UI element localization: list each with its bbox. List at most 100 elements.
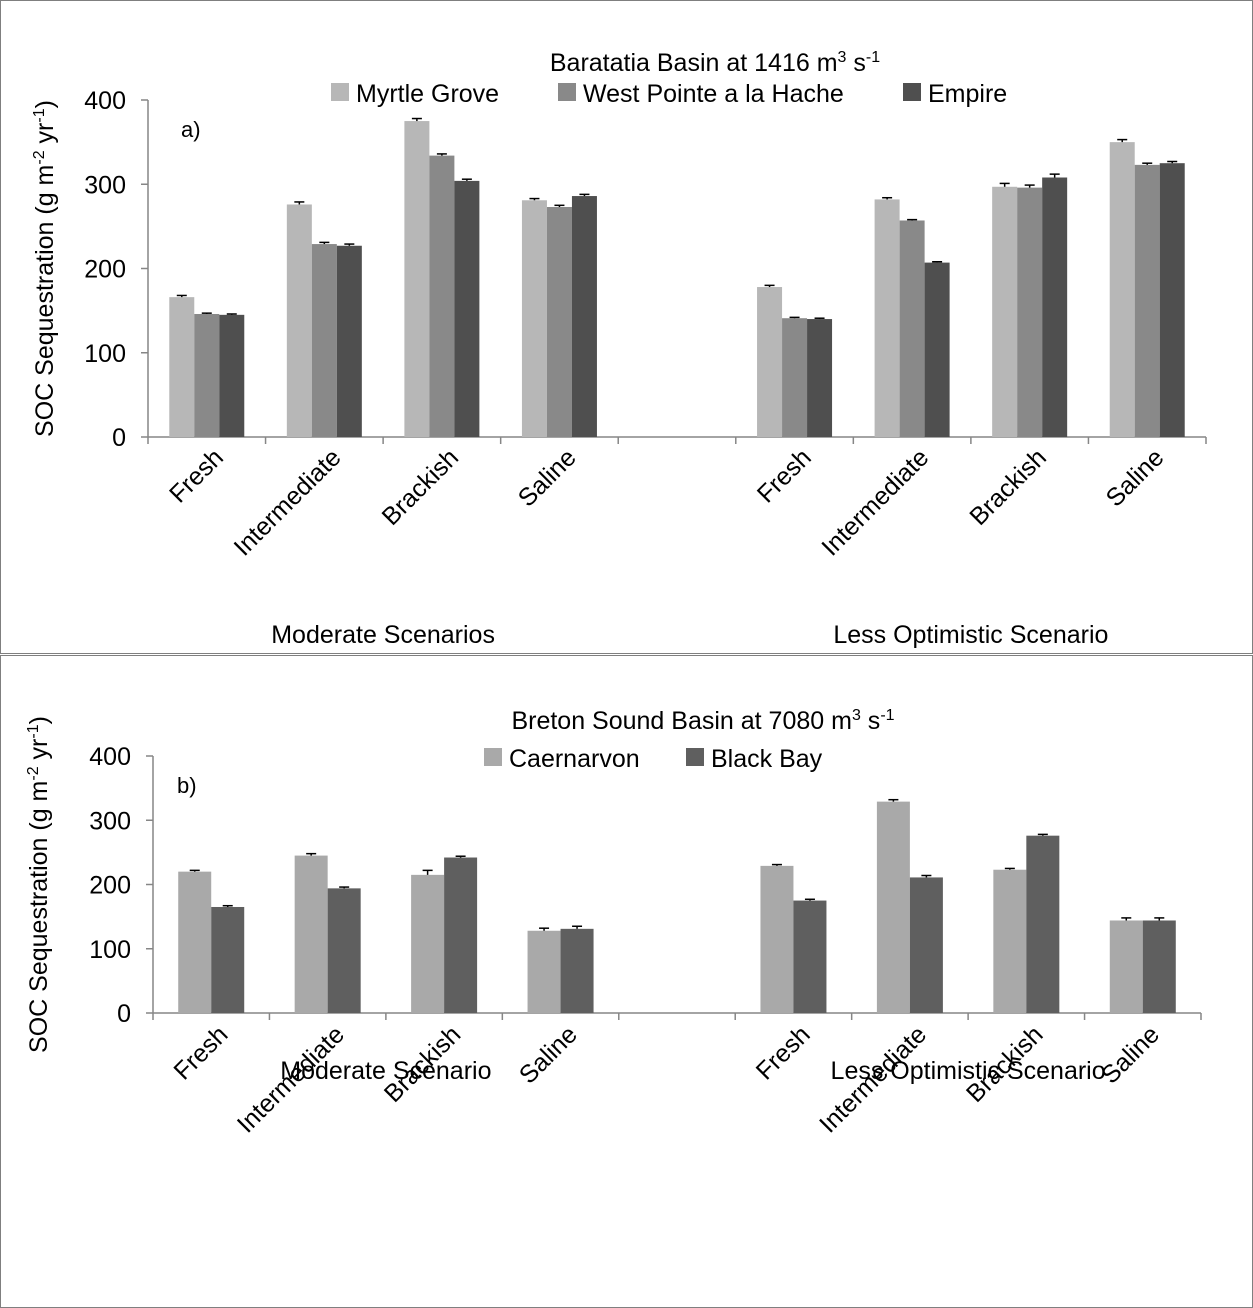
bar bbox=[807, 319, 833, 437]
x-category-label: Saline bbox=[513, 443, 582, 512]
x-category-label: Saline bbox=[1096, 1020, 1165, 1089]
chart-title-unit: s bbox=[861, 707, 880, 735]
panel-label: b) bbox=[177, 773, 197, 798]
x-group-label: Moderate Scenarios bbox=[271, 621, 495, 649]
y-tick-label: 300 bbox=[89, 807, 131, 835]
y-tick-label: 100 bbox=[89, 936, 131, 964]
bar bbox=[782, 318, 808, 437]
bar bbox=[454, 180, 480, 437]
bar bbox=[757, 287, 783, 437]
y-axis-label: SOC Sequestration (g m-2 yr-1) bbox=[31, 100, 59, 437]
y-axis-label-superscript: -2 bbox=[25, 766, 42, 780]
bar bbox=[1142, 920, 1176, 1013]
bar bbox=[924, 262, 950, 437]
y-axis-label-superscript: -1 bbox=[31, 108, 48, 122]
bar bbox=[993, 869, 1027, 1013]
y-axis-label-text: yr bbox=[25, 739, 53, 767]
bar bbox=[194, 313, 220, 437]
bar bbox=[546, 206, 572, 437]
y-axis-label-text: SOC Sequestration (g m bbox=[31, 165, 59, 437]
bar bbox=[219, 314, 245, 437]
bar bbox=[909, 877, 943, 1013]
bar bbox=[211, 906, 245, 1013]
y-axis-label-superscript: -1 bbox=[25, 724, 42, 738]
bar bbox=[1159, 163, 1185, 437]
legend-label: Black Bay bbox=[711, 745, 823, 773]
chart-title-superscript: 3 bbox=[852, 707, 861, 724]
x-group-label: Less Optimistic Scenario bbox=[833, 621, 1108, 649]
chart-panel-b: Breton Sound Basin at 7080 m3 s-1 Caernar… bbox=[0, 655, 1253, 1308]
y-tick-label: 300 bbox=[84, 171, 126, 199]
bar bbox=[327, 888, 361, 1013]
bar bbox=[311, 244, 337, 437]
legend-swatch bbox=[903, 83, 921, 101]
chart-title-superscript-2: -1 bbox=[880, 707, 894, 724]
y-axis-label-text: SOC Sequestration (g m bbox=[25, 781, 53, 1053]
bar bbox=[560, 928, 594, 1013]
chart-title-text: Breton Sound Basin at 7080 m bbox=[511, 707, 852, 735]
bar bbox=[876, 801, 910, 1013]
chart-title-unit: s bbox=[846, 49, 865, 77]
x-category-label: Saline bbox=[514, 1020, 583, 1089]
legend-swatch bbox=[558, 83, 576, 101]
panel-label: a) bbox=[181, 117, 201, 142]
legend-swatch bbox=[484, 748, 502, 766]
bar bbox=[444, 857, 478, 1013]
bar bbox=[571, 196, 597, 437]
x-category-label: Brackish bbox=[964, 443, 1052, 531]
y-axis-label-text: ) bbox=[25, 716, 53, 724]
y-tick-label: 100 bbox=[84, 340, 126, 368]
x-category-label: Fresh bbox=[752, 443, 817, 508]
bar bbox=[992, 186, 1018, 437]
bar bbox=[1017, 187, 1043, 437]
x-category-label: Fresh bbox=[751, 1020, 816, 1085]
chart-title: Breton Sound Basin at 7080 m3 s-1 bbox=[511, 707, 894, 735]
y-tick-label: 200 bbox=[84, 256, 126, 284]
bar bbox=[178, 871, 212, 1013]
bar bbox=[521, 200, 547, 437]
bar bbox=[899, 220, 925, 437]
y-tick-label: 0 bbox=[117, 1000, 131, 1028]
y-tick-label: 200 bbox=[89, 872, 131, 900]
y-tick-label: 400 bbox=[84, 87, 126, 115]
bar bbox=[411, 874, 445, 1013]
bar bbox=[793, 900, 827, 1013]
y-axis-label: SOC Sequestration (g m-2 yr-1) bbox=[25, 716, 53, 1053]
bar bbox=[169, 297, 195, 437]
chart-title-superscript: 3 bbox=[838, 49, 847, 66]
y-tick-label: 0 bbox=[112, 424, 126, 452]
y-axis-label-text: yr bbox=[31, 123, 59, 151]
bar bbox=[1042, 177, 1068, 437]
legend-label: Empire bbox=[928, 80, 1007, 108]
chart-b-svg: Breton Sound Basin at 7080 m3 s-1Caernar… bbox=[25, 707, 1202, 1139]
x-category-label: Brackish bbox=[377, 443, 465, 531]
y-tick-label: 400 bbox=[89, 743, 131, 771]
x-category-label: Intermediate bbox=[816, 443, 934, 561]
bar bbox=[294, 855, 328, 1013]
legend-label: Caernarvon bbox=[509, 745, 640, 773]
x-group-label: Moderate Scenario bbox=[280, 1057, 491, 1085]
bar bbox=[1026, 835, 1060, 1013]
y-axis-label-text: ) bbox=[31, 100, 59, 108]
legend-label: Myrtle Grove bbox=[356, 80, 499, 108]
x-category-label: Fresh bbox=[164, 443, 229, 508]
bar bbox=[429, 155, 455, 438]
bar bbox=[760, 865, 794, 1013]
legend-swatch bbox=[331, 83, 349, 101]
chart-panel-a: Baratatia Basin at 1416 m3 s-1 Myrtle Gro… bbox=[0, 0, 1253, 654]
bar bbox=[404, 121, 430, 437]
legend-swatch bbox=[686, 748, 704, 766]
bar bbox=[336, 245, 362, 437]
x-category-label: Intermediate bbox=[229, 443, 347, 561]
x-category-label: Saline bbox=[1101, 443, 1170, 512]
bar bbox=[1109, 920, 1143, 1013]
chart-title-text: Baratatia Basin at 1416 m bbox=[550, 49, 838, 77]
chart-title: Baratatia Basin at 1416 m3 s-1 bbox=[550, 49, 880, 77]
x-category-label: Fresh bbox=[168, 1020, 233, 1085]
bar bbox=[1109, 142, 1135, 437]
bar bbox=[1134, 164, 1160, 437]
bar bbox=[527, 930, 561, 1013]
chart-title-superscript-2: -1 bbox=[866, 49, 880, 66]
legend-label: West Pointe a la Hache bbox=[583, 80, 844, 108]
